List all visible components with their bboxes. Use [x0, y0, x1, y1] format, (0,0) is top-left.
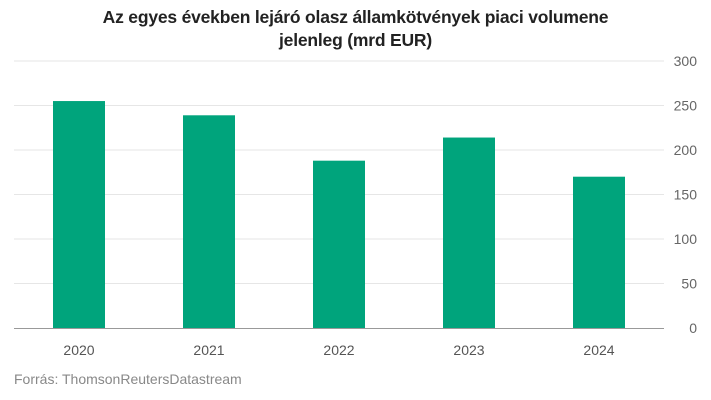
chart-title: Az egyes években lejáró olasz államkötvé… — [0, 6, 711, 52]
source-note: Forrás: ThomsonReutersDatastream — [14, 371, 242, 387]
bar-2022 — [313, 160, 365, 328]
bar-2024 — [573, 176, 625, 328]
y-tick-label: 150 — [674, 187, 698, 203]
y-tick-label: 250 — [674, 98, 698, 114]
y-tick-label: 50 — [681, 276, 697, 292]
bar-2020 — [53, 101, 105, 328]
y-axis-tick-labels: 0 50 100 150 200 250 300 — [674, 53, 698, 336]
x-tick-label: 2020 — [63, 342, 94, 358]
x-tick-label: 2021 — [193, 342, 224, 358]
x-tick-label: 2022 — [323, 342, 354, 358]
y-tick-label: 200 — [674, 142, 698, 158]
y-tick-label: 100 — [674, 231, 698, 247]
x-axis-tick-labels: 2020 2021 2022 2023 2024 — [63, 342, 614, 358]
x-tick-label: 2024 — [583, 342, 614, 358]
y-tick-label: 0 — [689, 320, 697, 336]
bar-2021 — [183, 115, 235, 328]
bar-2023 — [443, 137, 495, 328]
bars — [53, 101, 625, 328]
y-tick-label: 300 — [674, 53, 698, 69]
x-tick-label: 2023 — [453, 342, 484, 358]
chart-title-line-1: Az egyes években lejáró olasz államkötvé… — [102, 7, 609, 27]
chart-title-line-2: jelenleg (mrd EUR) — [279, 30, 432, 50]
